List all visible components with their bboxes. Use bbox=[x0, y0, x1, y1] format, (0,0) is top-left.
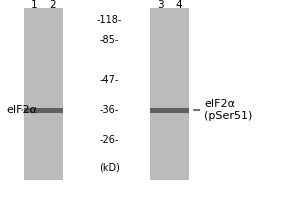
Text: 4: 4 bbox=[175, 0, 182, 10]
Bar bbox=[150, 8, 171, 180]
Text: eIF2α: eIF2α bbox=[6, 105, 37, 115]
Text: 1: 1 bbox=[31, 0, 38, 10]
Text: -36-: -36- bbox=[100, 105, 119, 115]
Bar bbox=[168, 8, 189, 180]
Text: 3: 3 bbox=[157, 0, 164, 10]
Text: -85-: -85- bbox=[100, 35, 119, 45]
Bar bbox=[42, 108, 63, 112]
Text: -47-: -47- bbox=[100, 75, 119, 85]
Text: -118-: -118- bbox=[97, 15, 122, 25]
Bar bbox=[168, 108, 189, 112]
Text: -26-: -26- bbox=[100, 135, 119, 145]
Bar bbox=[150, 108, 171, 112]
Bar bbox=[24, 8, 45, 180]
Bar bbox=[42, 8, 63, 180]
Bar bbox=[24, 108, 45, 112]
Text: 2: 2 bbox=[49, 0, 56, 10]
Text: (kD): (kD) bbox=[99, 163, 120, 173]
Text: eIF2α
(pSer51): eIF2α (pSer51) bbox=[204, 99, 252, 121]
